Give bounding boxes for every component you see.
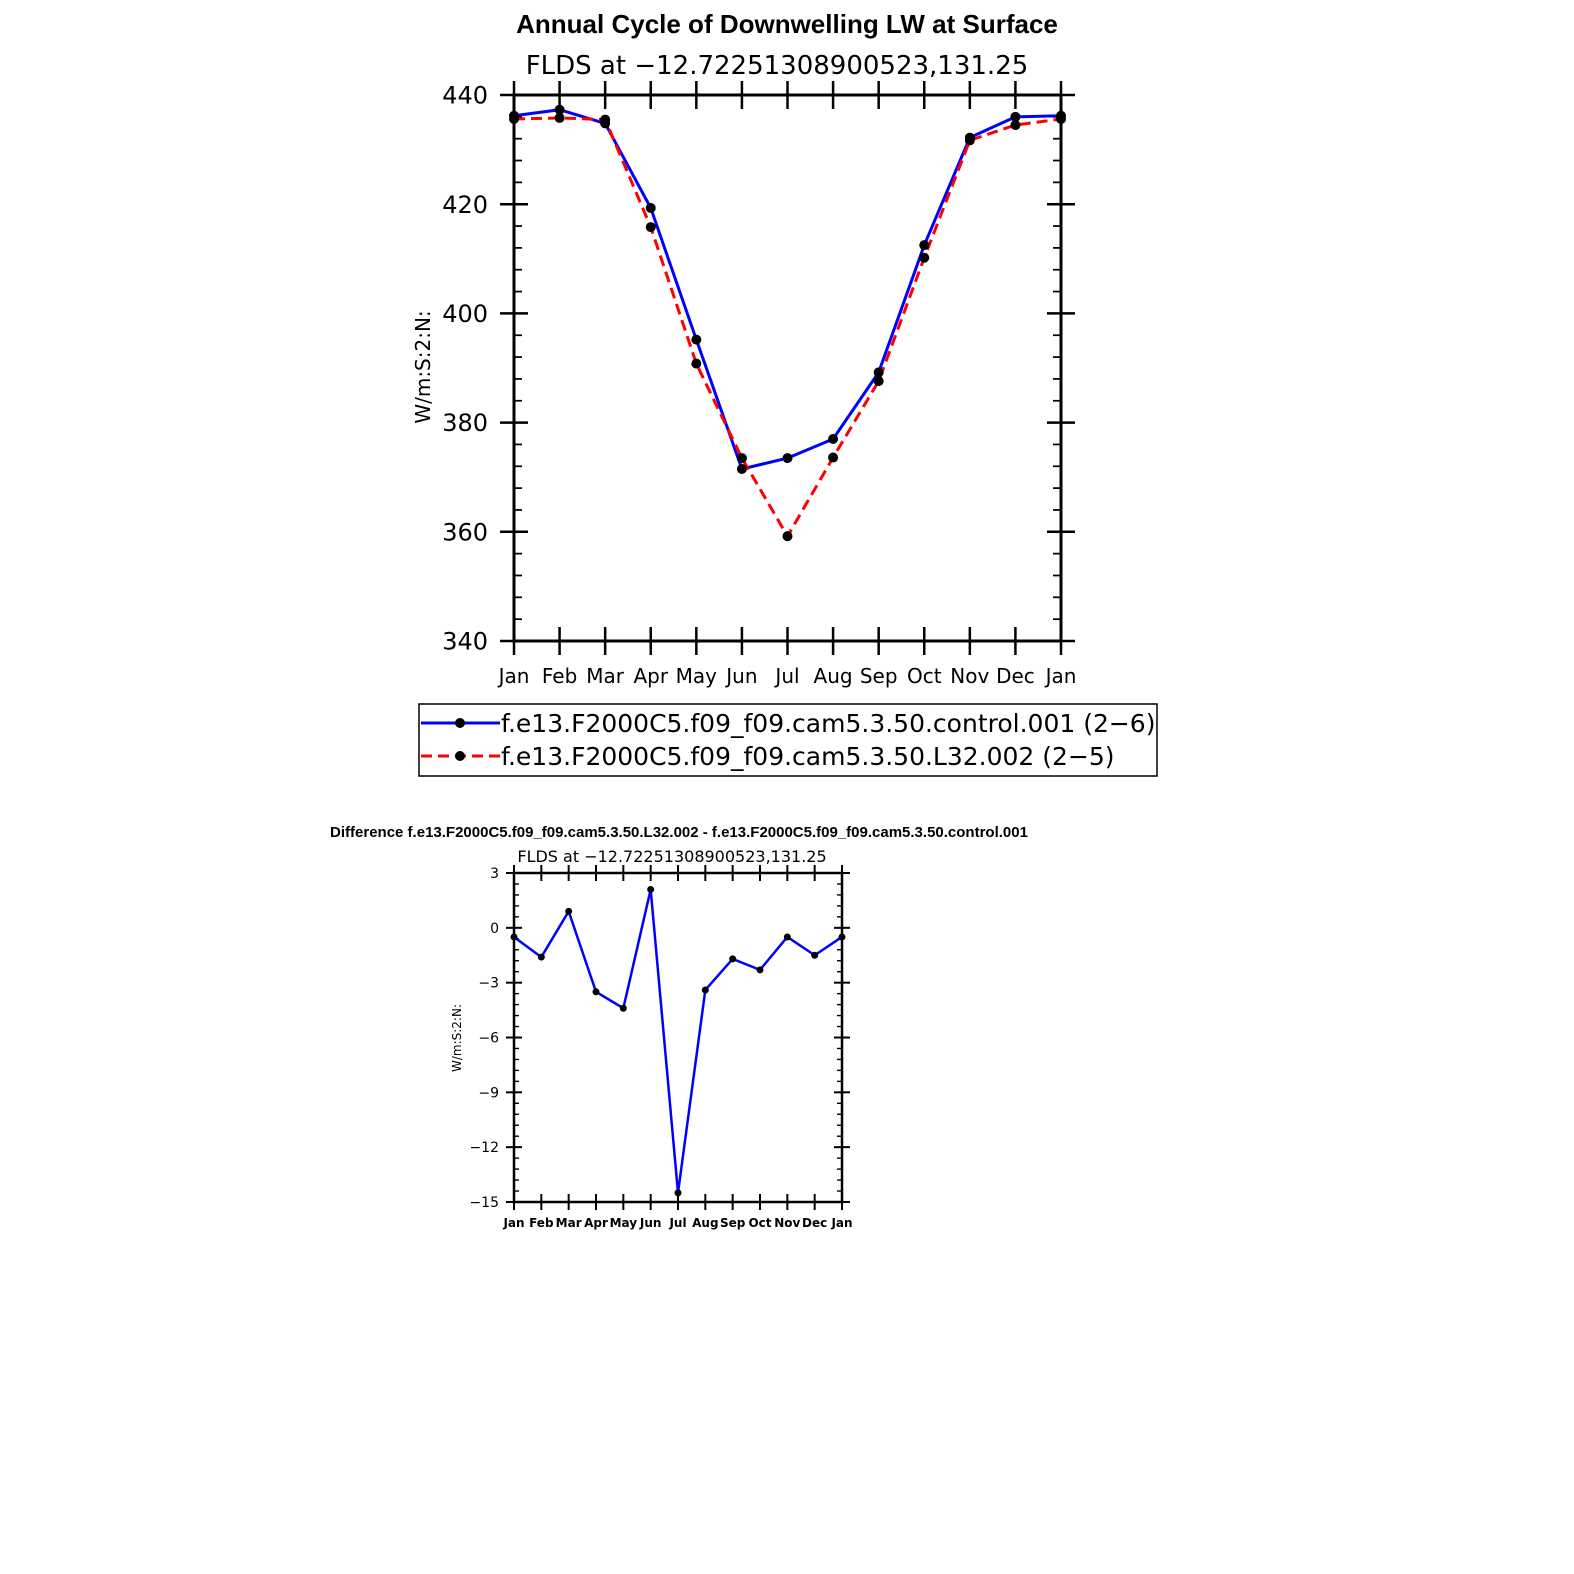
- x-tick-label: Jan: [1044, 664, 1077, 688]
- data-point: [645, 203, 656, 214]
- data-point: [964, 135, 975, 146]
- data-point: [919, 252, 930, 263]
- data-point: [647, 885, 655, 893]
- bottom-chart-ylabel: W/m:S:2:N:: [450, 1004, 464, 1072]
- x-tick-label: May: [610, 1216, 638, 1230]
- data-point: [600, 114, 611, 125]
- data-point: [565, 907, 573, 915]
- y-tick-label: −9: [478, 1085, 499, 1101]
- series-line-0: [513, 108, 1062, 471]
- x-tick-label: Oct: [907, 664, 942, 688]
- y-tick-label: 440: [442, 82, 488, 110]
- legend-label-l32: f.e13.F2000C5.f09_f09.cam5.3.50.L32.002 …: [501, 742, 1115, 771]
- x-tick-label: Jul: [668, 1216, 686, 1230]
- x-tick-label: Dec: [996, 664, 1035, 688]
- x-tick-label: Aug: [692, 1216, 718, 1230]
- data-point: [828, 452, 839, 463]
- data-point: [782, 453, 793, 464]
- data-point: [783, 933, 791, 941]
- y-tick-label: −15: [469, 1195, 499, 1211]
- data-point: [592, 988, 600, 996]
- data-point: [729, 955, 737, 963]
- bottom-chart-frame: [512, 871, 844, 1204]
- y-tick-label: −3: [478, 976, 499, 992]
- x-tick-label: Jun: [639, 1216, 662, 1230]
- x-tick-label: Aug: [814, 664, 853, 688]
- data-point: [782, 531, 793, 542]
- data-point: [1010, 111, 1021, 122]
- data-point: [619, 1004, 627, 1012]
- top-chart-series: [509, 104, 1066, 542]
- x-tick-label: Nov: [950, 664, 989, 688]
- data-point: [645, 222, 656, 233]
- x-tick-label: Jan: [830, 1216, 852, 1230]
- data-point: [691, 334, 702, 345]
- x-tick-label: Jan: [502, 1216, 524, 1230]
- y-tick-label: −6: [478, 1031, 499, 1047]
- x-tick-label: Sep: [720, 1216, 746, 1230]
- data-point: [554, 104, 565, 115]
- data-point: [756, 966, 764, 974]
- legend-label-control: f.e13.F2000C5.f09_f09.cam5.3.50.control.…: [501, 709, 1155, 738]
- series-line-0: [513, 888, 843, 1195]
- data-point: [873, 376, 884, 387]
- y-tick-label: −12: [469, 1140, 499, 1156]
- data-point: [919, 240, 930, 251]
- legend-marker-control: [455, 718, 465, 728]
- data-point: [554, 112, 565, 123]
- x-tick-label: Oct: [748, 1216, 771, 1230]
- y-tick-label: 0: [490, 921, 499, 937]
- legend-marker-l32: [455, 751, 465, 761]
- x-tick-label: Mar: [586, 664, 625, 688]
- x-tick-label: May: [676, 664, 718, 688]
- y-tick-label: 340: [442, 628, 488, 656]
- y-tick-label: 380: [442, 409, 488, 437]
- x-tick-label: Feb: [529, 1216, 554, 1230]
- x-tick-label: Apr: [633, 664, 668, 688]
- bottom-chart-series: [510, 885, 846, 1197]
- data-point: [736, 453, 747, 464]
- x-tick-label: Dec: [802, 1216, 827, 1230]
- top-chart-ylabel: W/m:S:2:N:: [411, 310, 435, 423]
- data-point: [736, 464, 747, 475]
- bottom-chart-title: Difference f.e13.F2000C5.f09_f09.cam5.3.…: [330, 824, 1028, 841]
- x-tick-label: Jul: [773, 664, 799, 688]
- x-tick-label: Apr: [584, 1216, 608, 1230]
- top-chart-subtitle: FLDS at −12.72251308900523,131.25: [526, 51, 1029, 81]
- y-tick-label: 360: [442, 518, 488, 546]
- top-chart: Annual Cycle of Downwelling LW at Surfac…: [411, 9, 1158, 777]
- x-tick-label: Sep: [860, 664, 898, 688]
- y-tick-label: 420: [442, 191, 488, 219]
- y-tick-label: 3: [490, 866, 499, 882]
- data-point: [537, 953, 545, 961]
- data-point: [828, 433, 839, 444]
- x-tick-label: Nov: [774, 1216, 800, 1230]
- data-point: [691, 358, 702, 369]
- data-point: [873, 367, 884, 378]
- data-point: [811, 951, 819, 959]
- top-chart-ticks: Jan Feb Mar Apr May Jun Jul Aug Sep Oct Nov Dec Jan 3…: [442, 81, 1076, 688]
- x-tick-label: Feb: [542, 664, 577, 688]
- series-line-1: [513, 116, 1062, 538]
- data-point: [1010, 120, 1021, 131]
- x-tick-label: Jan: [497, 664, 530, 688]
- bottom-chart-subtitle: FLDS at −12.72251308900523,131.25: [517, 847, 826, 866]
- top-chart-title: Annual Cycle of Downwelling LW at Surfac…: [516, 9, 1058, 39]
- data-point: [674, 1189, 682, 1197]
- x-tick-label: Jun: [724, 664, 757, 688]
- top-chart-legend: f.e13.F2000C5.f09_f09.cam5.3.50.control.…: [418, 703, 1158, 777]
- legend-box: [418, 703, 1158, 777]
- data-point: [701, 986, 709, 994]
- y-tick-label: 400: [442, 300, 488, 328]
- x-tick-label: Mar: [556, 1216, 582, 1230]
- top-chart-frame: [512, 93, 1063, 643]
- bottom-chart: Difference f.e13.F2000C5.f09_f09.cam5.3.…: [330, 824, 1028, 1230]
- bottom-chart-ticks: Jan Feb Mar Apr May Jun Jul Aug Sep Oct Nov Dec Jan−…: [469, 865, 853, 1230]
